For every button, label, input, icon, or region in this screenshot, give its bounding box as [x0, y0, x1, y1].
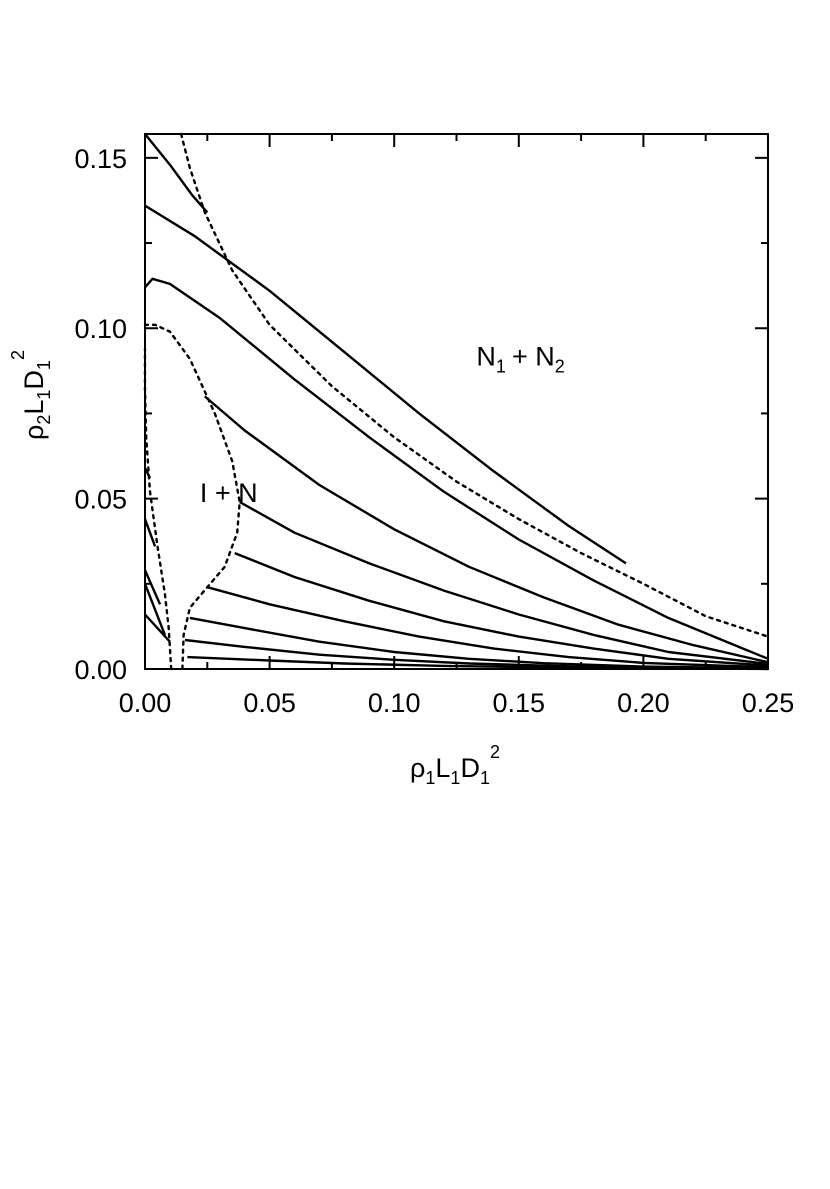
lower-boundary-left-branch — [143, 347, 173, 671]
x-tick-label: 0.05 — [243, 688, 296, 718]
x-tick-label: 0.25 — [742, 688, 795, 718]
x-tick-label: 0.10 — [368, 688, 421, 718]
x-label-rho: ρ — [410, 753, 425, 783]
region-n1-sub: 1 — [496, 357, 506, 377]
y-label-sup: 2 — [8, 350, 28, 360]
y-label-sub-1: 2 — [34, 415, 54, 425]
x-tick-label: 0.00 — [119, 688, 172, 718]
x-axis-label: ρ1L1D12 — [410, 742, 500, 788]
tie-line-1 — [144, 133, 209, 214]
x-tick-label: 0.20 — [617, 688, 670, 718]
x-tick-label: 0.15 — [493, 688, 546, 718]
x-label-sup: 2 — [490, 742, 500, 762]
upper-boundary — [179, 132, 770, 638]
tie-line-6 — [234, 551, 769, 667]
y-label-sub-2: 1 — [34, 390, 54, 400]
tie-line-7 — [206, 586, 769, 669]
y-axis-label: ρ2L1D12 — [8, 350, 54, 440]
y-label-D: D — [19, 370, 49, 390]
y-label-L: L — [19, 400, 49, 415]
plot-frame — [144, 133, 769, 670]
plot-marks — [143, 132, 770, 671]
x-label-D: D — [460, 753, 480, 783]
y-tick-label: 0.00 — [74, 655, 127, 685]
y-tick-label: 0.05 — [74, 485, 127, 515]
tie-line-2 — [144, 204, 627, 565]
region-n2-sub: 2 — [555, 357, 565, 377]
tie-line-12 — [143, 518, 157, 547]
region-plus-n: + N — [512, 342, 555, 372]
region-n1-n: N — [476, 342, 496, 372]
tie-line-3 — [144, 277, 769, 660]
y-label-rho: ρ — [19, 425, 49, 440]
tie-line-4 — [204, 395, 769, 664]
lower-boundary-right-branch — [143, 323, 241, 671]
x-label-sub-1: 1 — [425, 768, 435, 788]
region-i-n-label: I + N — [200, 478, 258, 508]
x-label-sub-3: 1 — [480, 768, 490, 788]
axis-ticks — [144, 134, 769, 670]
tie-line-15 — [144, 613, 171, 643]
y-tick-label: 0.15 — [74, 144, 127, 174]
y-tick-label: 0.10 — [74, 314, 127, 344]
tie-line-13 — [143, 569, 162, 605]
region-n1-n2-label: N1 + N2 — [476, 342, 564, 377]
x-label-sub-2: 1 — [450, 768, 460, 788]
tie-line-5 — [239, 500, 769, 666]
x-label-L: L — [435, 753, 450, 783]
tie-line-14 — [143, 583, 167, 636]
y-label-sub-3: 1 — [34, 360, 54, 370]
